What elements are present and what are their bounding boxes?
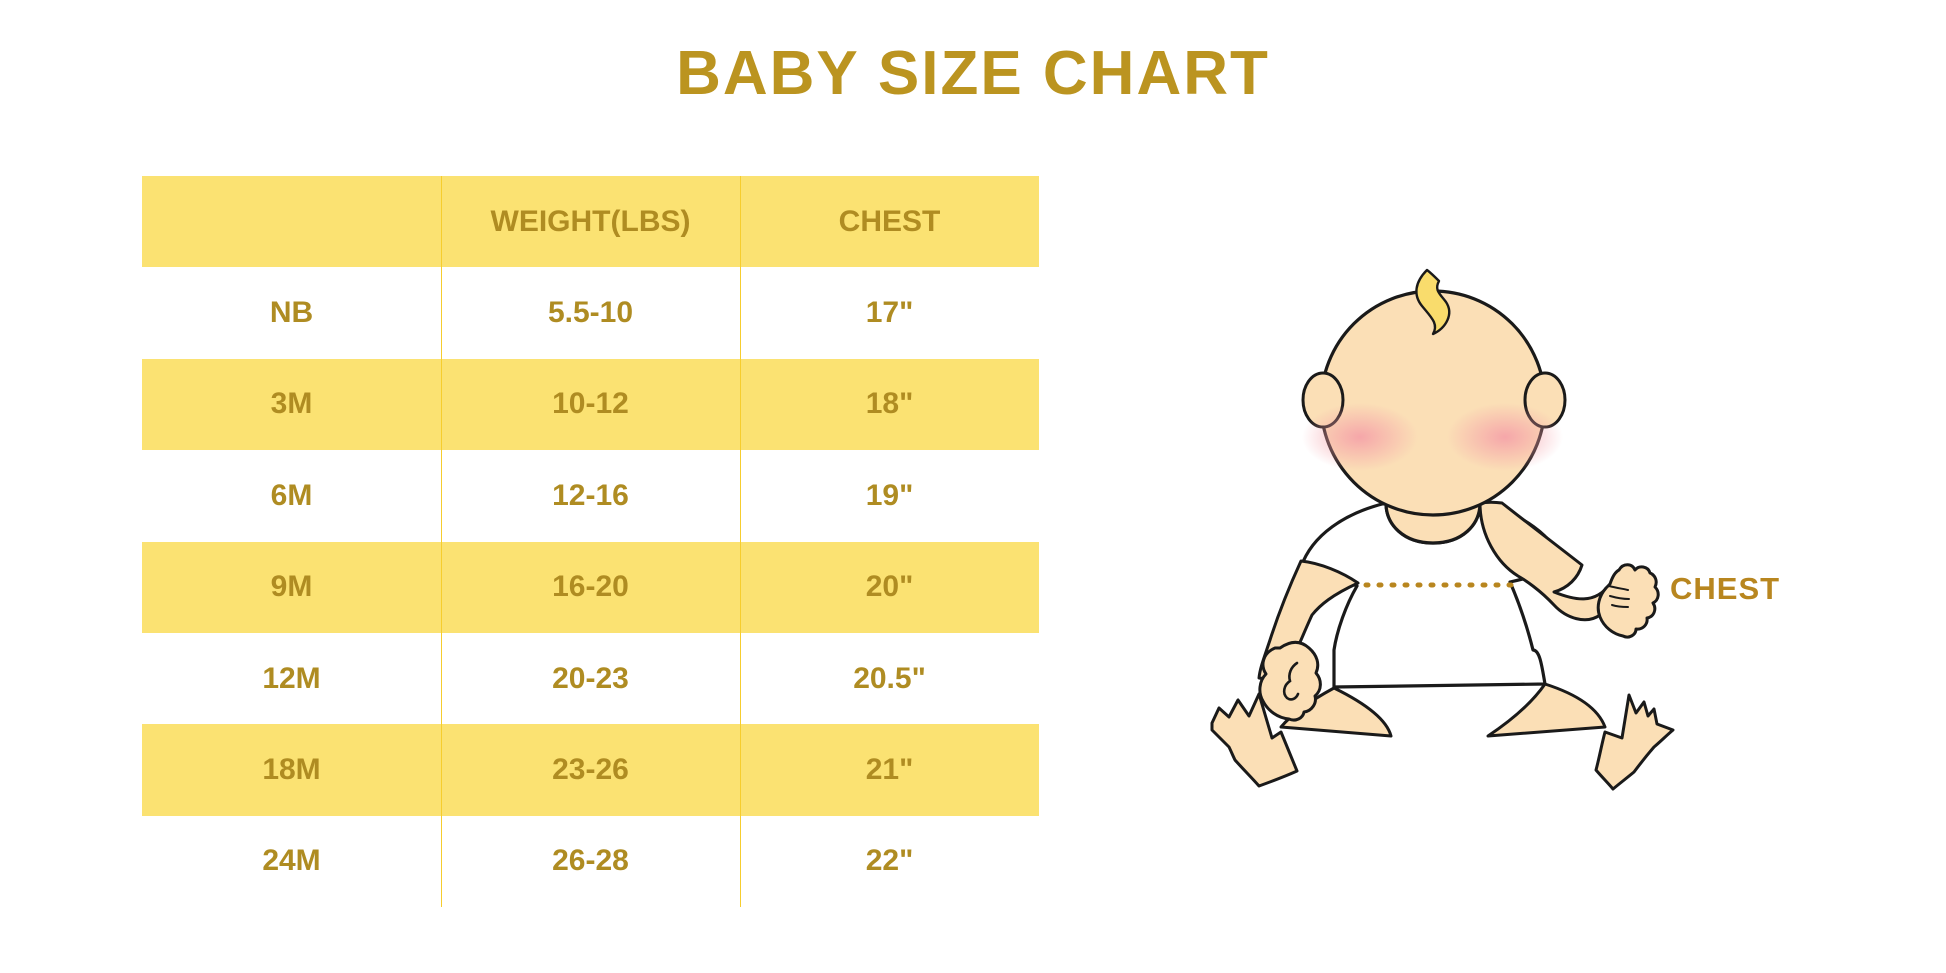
svg-text:CHEST: CHEST — [1670, 571, 1780, 606]
